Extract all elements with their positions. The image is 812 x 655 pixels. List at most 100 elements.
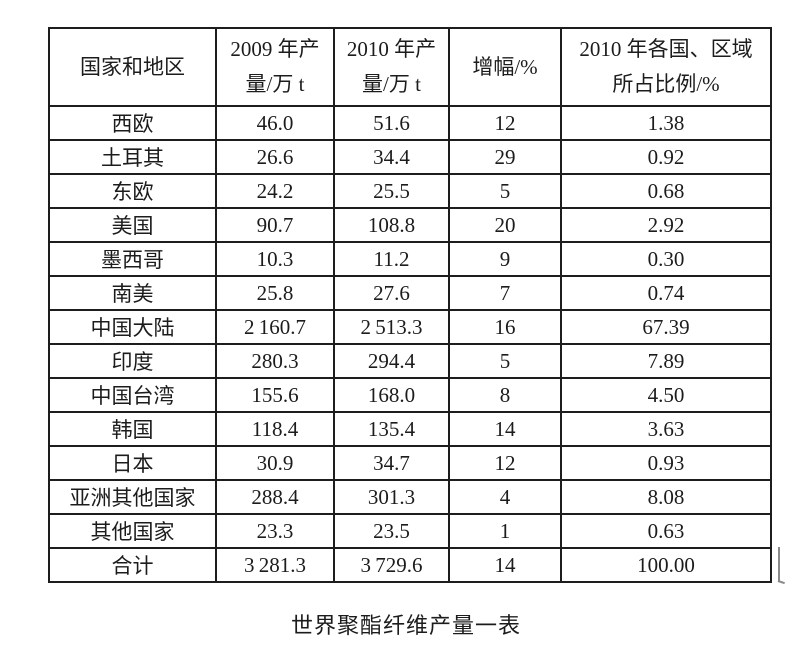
column-header-2009-line2: 量/万 t	[245, 72, 305, 96]
share-cell: 0.74	[560, 275, 772, 311]
region-cell: 西欧	[48, 105, 217, 141]
text-cursor-foot	[777, 580, 785, 585]
column-header-growth: 增幅/%	[448, 27, 562, 107]
share-cell: 0.30	[560, 241, 772, 277]
value-2009-cell: 280.3	[215, 343, 335, 379]
value-2009-cell: 24.2	[215, 173, 335, 209]
header-row: 国家和地区 2009 年产 量/万 t 2010 年产 量/万 t 增幅/% 2…	[48, 27, 772, 107]
value-2009-cell: 26.6	[215, 139, 335, 175]
growth-cell: 14	[448, 411, 562, 447]
value-2010-cell: 34.4	[333, 139, 450, 175]
table-row: 土耳其 26.6 34.4 29 0.92	[48, 139, 772, 175]
table-row: 中国大陆 2 160.7 2 513.3 16 67.39	[48, 309, 772, 345]
value-2009-cell: 46.0	[215, 105, 335, 141]
value-2010-cell: 135.4	[333, 411, 450, 447]
growth-cell: 29	[448, 139, 562, 175]
region-cell: 南美	[48, 275, 217, 311]
table-row: 墨西哥 10.3 11.2 9 0.30	[48, 241, 772, 277]
column-header-2009: 2009 年产 量/万 t	[215, 27, 335, 107]
table-row: 其他国家 23.3 23.5 1 0.63	[48, 513, 772, 549]
value-2009-cell: 155.6	[215, 377, 335, 413]
column-header-2010-line1: 2010 年产	[346, 37, 437, 61]
table-row: 印度 280.3 294.4 5 7.89	[48, 343, 772, 379]
column-header-region: 国家和地区	[48, 27, 217, 107]
table-body: 西欧 46.0 51.6 12 1.38 土耳其 26.6 34.4 29 0.…	[48, 105, 772, 583]
region-cell: 其他国家	[48, 513, 217, 549]
column-header-2009-line1: 2009 年产	[230, 37, 320, 61]
region-cell: 东欧	[48, 173, 217, 209]
value-2009-cell: 118.4	[215, 411, 335, 447]
column-header-share: 2010 年各国、区域 所占比例/%	[560, 27, 772, 107]
value-2009-cell: 23.3	[215, 513, 335, 549]
column-header-2010-line2: 量/万 t	[362, 72, 421, 96]
value-2009-cell: 2 160.7	[215, 309, 335, 345]
region-cell: 墨西哥	[48, 241, 217, 277]
column-header-region-label: 国家和地区	[80, 54, 185, 79]
region-cell: 中国台湾	[48, 377, 217, 413]
region-cell: 韩国	[48, 411, 217, 447]
value-2010-cell: 108.8	[333, 207, 450, 243]
column-header-2010: 2010 年产 量/万 t	[333, 27, 450, 107]
value-2009-cell: 30.9	[215, 445, 335, 481]
growth-cell: 9	[448, 241, 562, 277]
share-cell: 2.92	[560, 207, 772, 243]
table-row: 亚洲其他国家 288.4 301.3 4 8.08	[48, 479, 772, 515]
growth-cell: 4	[448, 479, 562, 515]
text-cursor-mark	[777, 547, 788, 587]
value-2010-cell: 294.4	[333, 343, 450, 379]
value-2010-cell: 25.5	[333, 173, 450, 209]
value-2010-cell: 3 729.6	[333, 547, 450, 583]
share-cell: 0.68	[560, 173, 772, 209]
value-2010-cell: 27.6	[333, 275, 450, 311]
table-row: 合计 3 281.3 3 729.6 14 100.00	[48, 547, 772, 583]
growth-cell: 5	[448, 343, 562, 379]
table-row: 日本 30.9 34.7 12 0.93	[48, 445, 772, 481]
column-header-growth-label: 增幅/%	[472, 54, 538, 79]
region-cell: 日本	[48, 445, 217, 481]
share-cell: 4.50	[560, 377, 772, 413]
share-cell: 7.89	[560, 343, 772, 379]
share-cell: 8.08	[560, 479, 772, 515]
value-2010-cell: 301.3	[333, 479, 450, 515]
growth-cell: 5	[448, 173, 562, 209]
share-cell: 3.63	[560, 411, 772, 447]
growth-cell: 8	[448, 377, 562, 413]
growth-cell: 12	[448, 105, 562, 141]
text-cursor-stem	[778, 547, 780, 581]
table-row: 韩国 118.4 135.4 14 3.63	[48, 411, 772, 447]
growth-cell: 12	[448, 445, 562, 481]
region-cell: 合计	[48, 547, 217, 583]
column-header-share-line1: 2010 年各国、区域	[579, 37, 753, 61]
value-2010-cell: 2 513.3	[333, 309, 450, 345]
table-header: 国家和地区 2009 年产 量/万 t 2010 年产 量/万 t 增幅/% 2…	[48, 27, 772, 107]
table-row: 西欧 46.0 51.6 12 1.38	[48, 105, 772, 141]
region-cell: 美国	[48, 207, 217, 243]
value-2009-cell: 10.3	[215, 241, 335, 277]
table-row: 南美 25.8 27.6 7 0.74	[48, 275, 772, 311]
production-table: 国家和地区 2009 年产 量/万 t 2010 年产 量/万 t 增幅/% 2…	[48, 27, 772, 583]
value-2010-cell: 11.2	[333, 241, 450, 277]
share-cell: 0.63	[560, 513, 772, 549]
value-2010-cell: 23.5	[333, 513, 450, 549]
share-cell: 67.39	[560, 309, 772, 345]
table-row: 东欧 24.2 25.5 5 0.68	[48, 173, 772, 209]
region-cell: 中国大陆	[48, 309, 217, 345]
column-header-share-line2: 所占比例/%	[612, 72, 720, 96]
value-2009-cell: 90.7	[215, 207, 335, 243]
region-cell: 印度	[48, 343, 217, 379]
value-2010-cell: 51.6	[333, 105, 450, 141]
growth-cell: 16	[448, 309, 562, 345]
table-row: 中国台湾 155.6 168.0 8 4.50	[48, 377, 772, 413]
growth-cell: 20	[448, 207, 562, 243]
table-caption: 世界聚酯纤维产量一表	[290, 613, 521, 638]
region-cell: 土耳其	[48, 139, 217, 175]
value-2009-cell: 3 281.3	[215, 547, 335, 583]
share-cell: 0.92	[560, 139, 772, 175]
value-2009-cell: 288.4	[215, 479, 335, 515]
growth-cell: 1	[448, 513, 562, 549]
share-cell: 1.38	[560, 105, 772, 141]
share-cell: 0.93	[560, 445, 772, 481]
growth-cell: 14	[448, 547, 562, 583]
value-2010-cell: 34.7	[333, 445, 450, 481]
